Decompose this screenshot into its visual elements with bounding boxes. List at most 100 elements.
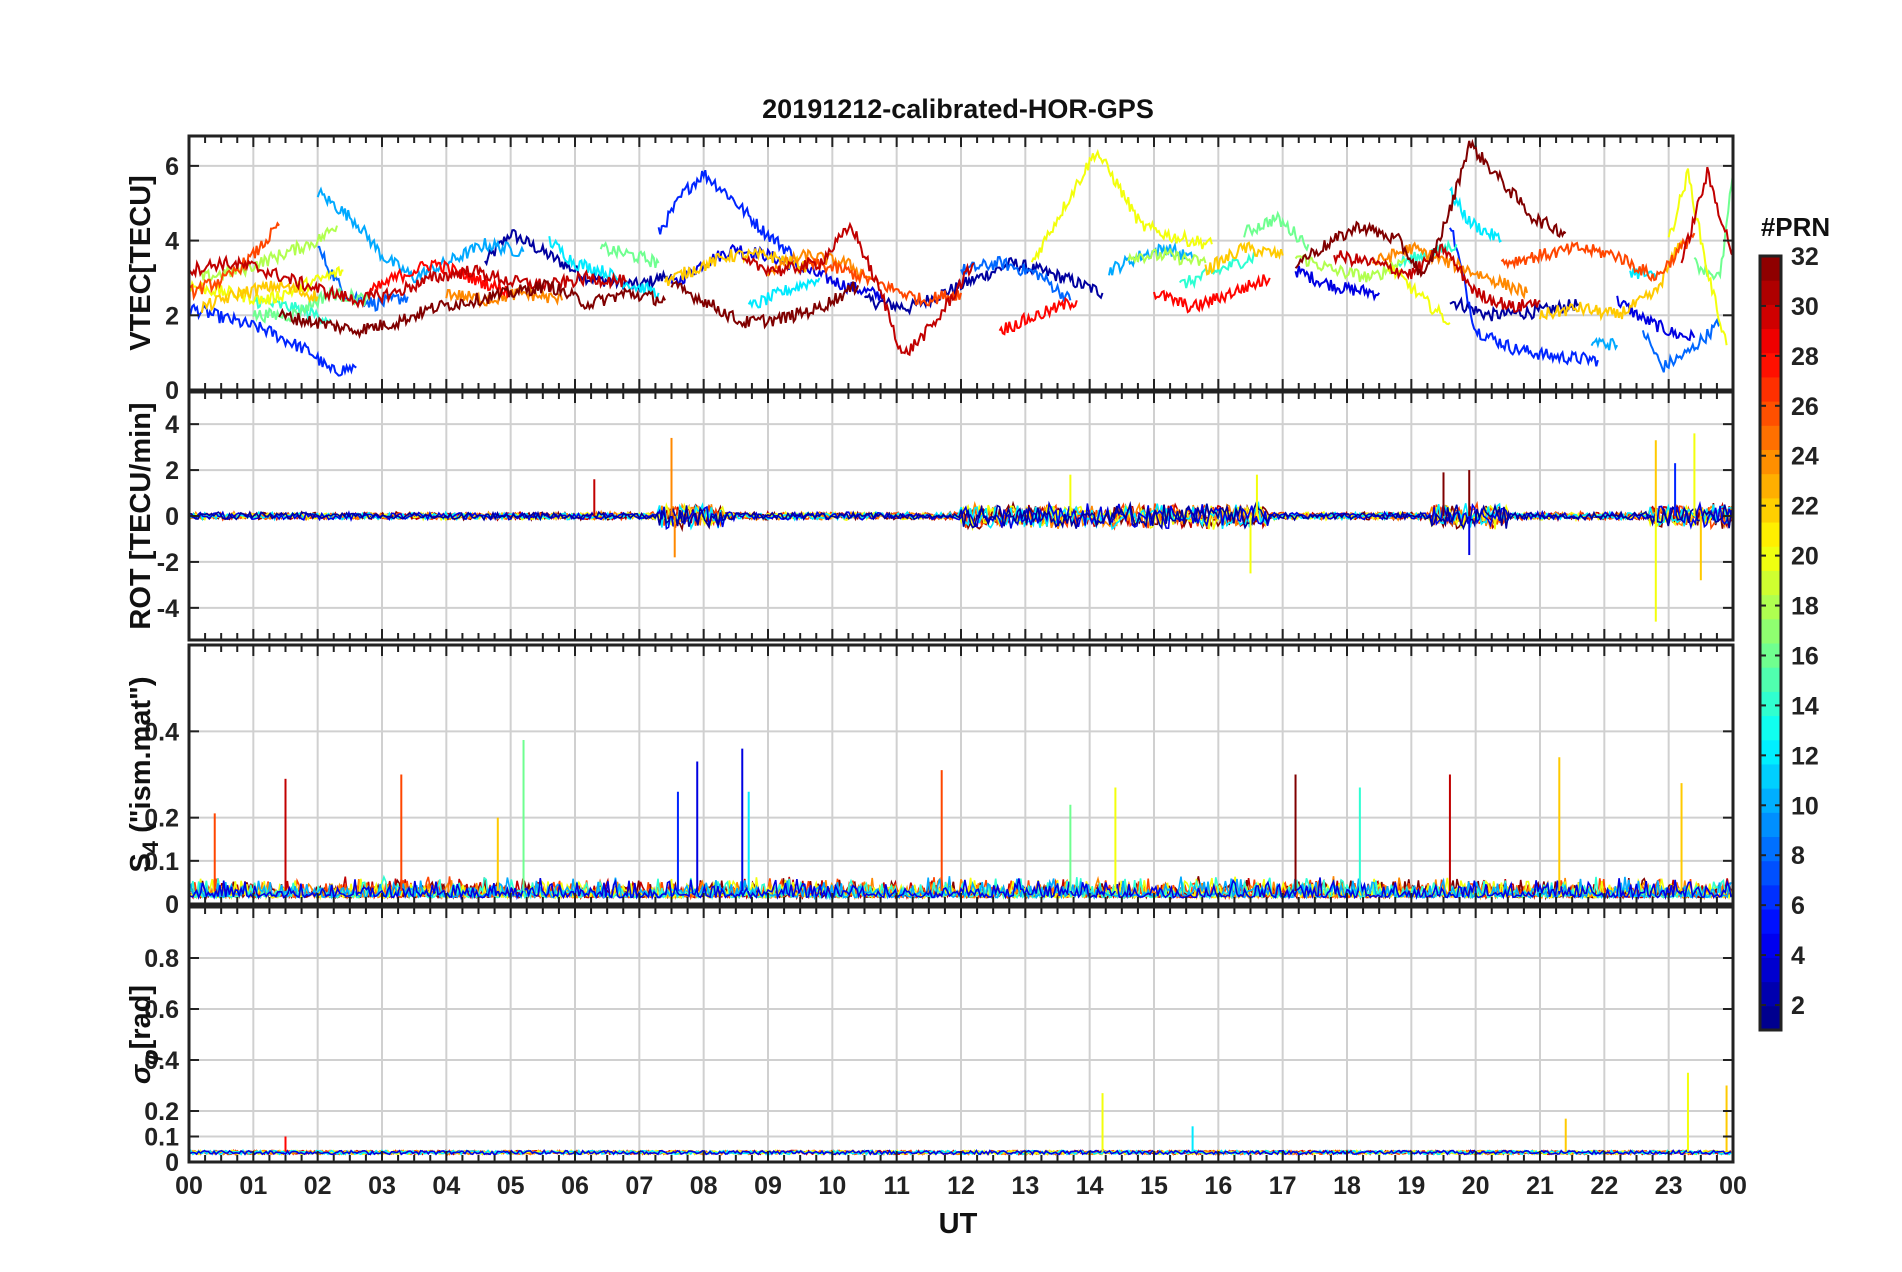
colorbar-swatch: [1760, 739, 1781, 765]
y-axis-label-rest: [rad]: [125, 985, 157, 1049]
x-tick-label: 10: [818, 1172, 846, 1200]
colorbar-swatch: [1760, 594, 1781, 620]
series-prn-32: [1294, 138, 1567, 279]
x-tick-label: 23: [1655, 1172, 1683, 1200]
y-tick-label: -2: [157, 549, 179, 577]
colorbar-swatch: [1760, 256, 1781, 281]
colorbar-swatch: [1760, 957, 1781, 983]
x-tick-label: 12: [947, 1172, 975, 1200]
y-tick-label: 0: [165, 891, 179, 919]
colorbar-tick-label: 22: [1791, 493, 1819, 521]
colorbar-swatch: [1760, 763, 1781, 789]
series-prn-8: [1641, 317, 1721, 373]
colorbar-swatch: [1760, 643, 1781, 668]
series-prn-24: [767, 248, 872, 280]
y-axis-label-vtec: VTEC[TECU]: [125, 175, 157, 351]
series-prn-20: [1030, 149, 1213, 263]
colorbar-swatch: [1760, 376, 1781, 402]
y-axis-label-rest: ("ism.mat"): [125, 676, 157, 840]
series-prn-16: [599, 241, 660, 269]
x-tick-label: 06: [561, 1172, 589, 1200]
x-tick-label: 00: [1719, 1172, 1747, 1200]
y-tick-label: 4: [165, 411, 179, 439]
x-tick-label: 15: [1140, 1172, 1168, 1200]
series-prn-20: [1667, 168, 1728, 346]
y-axis-label-main: S: [125, 853, 157, 872]
colorbar-swatch: [1760, 836, 1781, 862]
colorbar-tick-label: 2: [1791, 992, 1805, 1020]
series-prn-10: [1590, 336, 1619, 351]
y-axis-label-sigma_phi: σφ[rad]: [125, 985, 163, 1084]
colorbar-tick-label: 14: [1791, 692, 1819, 720]
colorbar-tick-label: 32: [1791, 243, 1819, 271]
colorbar-frame: [1758, 254, 1783, 1032]
y-tick-label: 0.2: [144, 1098, 179, 1126]
data-rot: [189, 433, 1733, 622]
series-prn-22: [1204, 241, 1284, 276]
colorbar-swatch: [1760, 449, 1781, 475]
colorbar-swatch: [1760, 473, 1781, 499]
colorbar-tick-label: 28: [1791, 343, 1819, 371]
panel-rot: -4 -2 0 2 4 ROT [TECU/min]: [125, 390, 1735, 642]
data-vtec: [189, 138, 1733, 377]
series-prn-32: [670, 280, 860, 330]
colorbar-swatch: [1760, 570, 1781, 596]
series-prn-20: [189, 265, 344, 306]
x-tick-label: 02: [304, 1172, 332, 1200]
colorbar-swatch: [1760, 788, 1781, 813]
series-prn-22: [1539, 240, 1683, 322]
series-prn-30: [189, 254, 628, 309]
series-prn-10: [316, 186, 525, 284]
colorbar-swatch: [1760, 522, 1781, 547]
x-tick-label: 13: [1011, 1172, 1039, 1200]
colorbar-swatch: [1760, 909, 1781, 934]
colorbar-swatch: [1760, 860, 1781, 886]
x-tick-label: 00: [175, 1172, 203, 1200]
series-prn-12: [189, 500, 1732, 531]
x-tick-label: 18: [1333, 1172, 1361, 1200]
series-prn-28: [368, 258, 512, 300]
series-prn-4: [1616, 295, 1696, 342]
x-tick-label: 11: [883, 1172, 910, 1200]
y-tick-label: -4: [157, 595, 179, 623]
colorbar-tick-label: 30: [1791, 293, 1819, 321]
y-axis-label-s4: S4 ("ism.mat"): [125, 676, 163, 872]
x-tick-label: 09: [754, 1172, 782, 1200]
y-axis-label-rot: ROT [TECU/min]: [125, 402, 157, 629]
grid-s4: [189, 645, 1733, 905]
series-prn-4: [1294, 265, 1381, 302]
series-prn-16: [1243, 210, 1310, 252]
y-tick-label: 0.4: [144, 1047, 179, 1075]
x-tick-label: 01: [239, 1172, 267, 1200]
y-tick-label: 0.6: [144, 996, 179, 1024]
y-tick-label: 0: [165, 503, 179, 531]
colorbar-tick-label: 6: [1791, 892, 1805, 920]
series-prn-12: [1449, 186, 1502, 243]
series-prn-16: [1693, 173, 1733, 281]
colorbar-swatch: [1760, 280, 1781, 305]
x-tick-label: 20: [1462, 1172, 1490, 1200]
series-prn-30: [741, 221, 975, 357]
series-prn-20: [1385, 261, 1451, 326]
colorbar-tick-label: 20: [1791, 543, 1819, 571]
series-prn-12: [747, 277, 821, 309]
x-tick-label: 21: [1526, 1172, 1554, 1200]
series-prn-2: [863, 256, 1104, 316]
colorbar-tick-label: 26: [1791, 393, 1819, 421]
colorbar-tick-label: 10: [1791, 792, 1819, 820]
y-tick-label: 0: [165, 377, 179, 405]
colorbar-swatch: [1760, 546, 1781, 571]
y-axis-label-main: σ: [125, 1063, 157, 1084]
x-axis-label: UT: [939, 1208, 978, 1240]
x-tick-label: 04: [432, 1172, 460, 1200]
colorbar-swatch: [1760, 812, 1781, 837]
colorbar-tick-label: 24: [1791, 443, 1819, 471]
series-prn-22: [664, 246, 808, 287]
x-tick-label: 19: [1397, 1172, 1425, 1200]
y-tick-label: 2: [165, 457, 179, 485]
series-prn-26: [1500, 232, 1696, 283]
colorbar-tick-label: 18: [1791, 593, 1819, 621]
y-tick-label: 0.4: [144, 718, 179, 746]
